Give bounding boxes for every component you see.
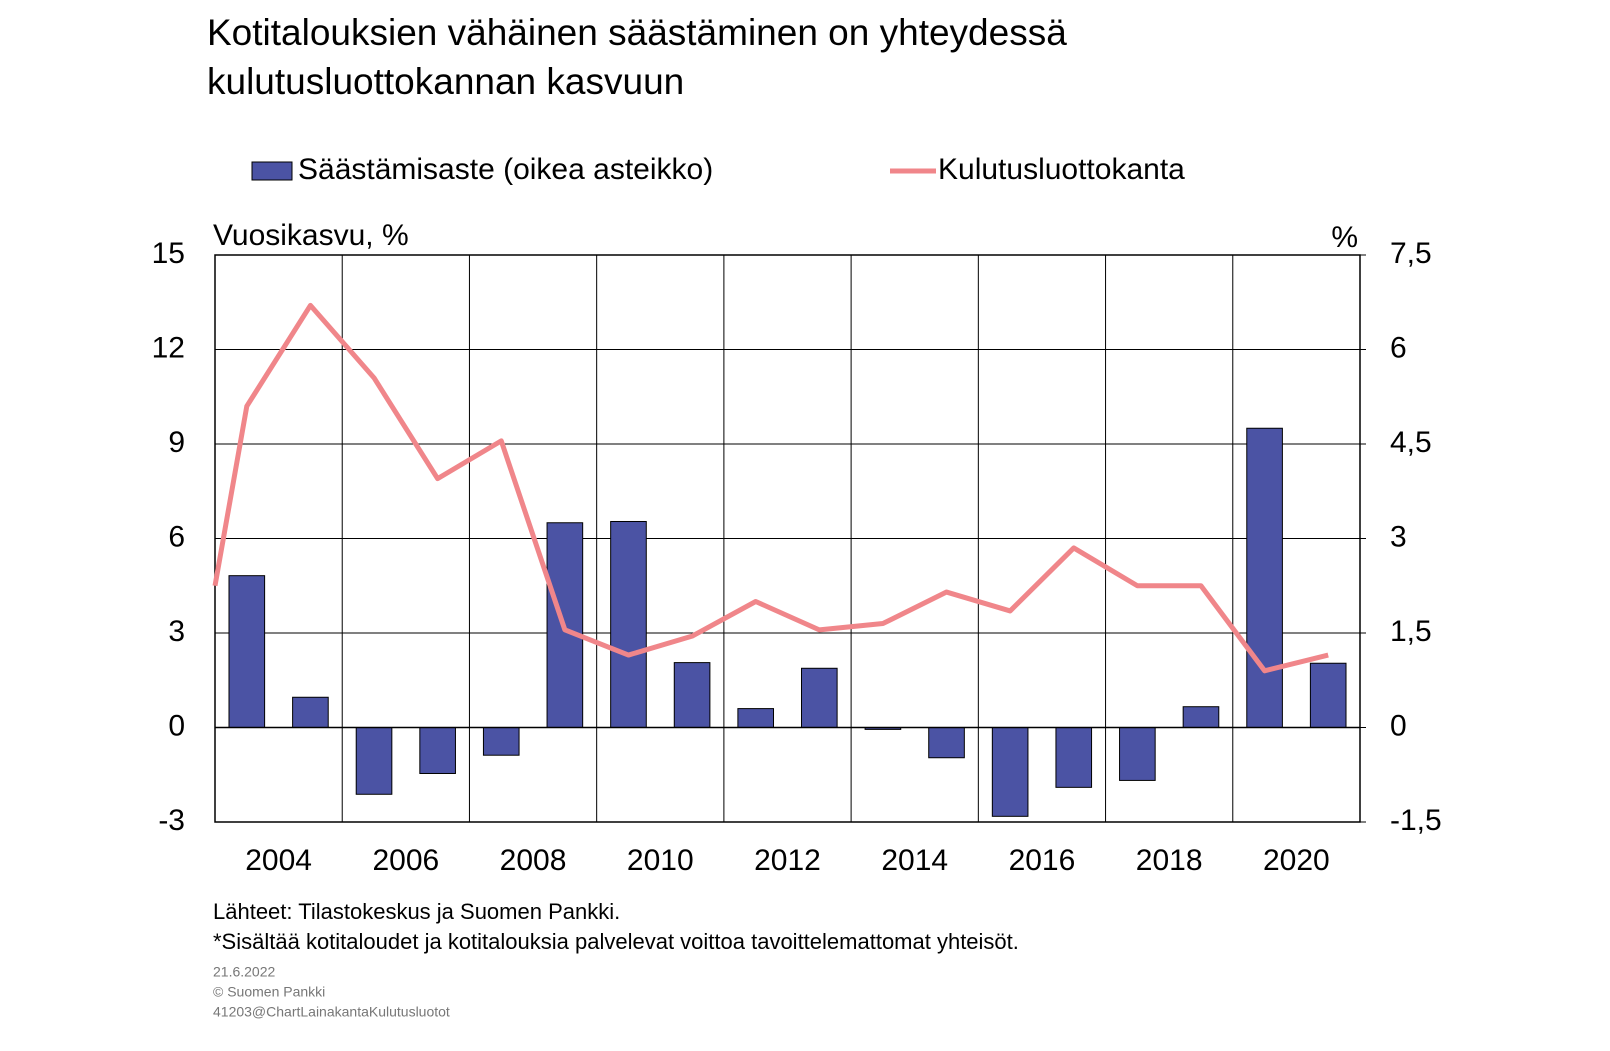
y-axis-label: Vuosikasvu, % [213, 219, 409, 252]
y-tick-label: 6 [168, 520, 185, 553]
x-tick-label: 2014 [881, 844, 948, 877]
bar [1246, 427, 1283, 728]
x-tick-label: 2016 [1009, 844, 1076, 877]
bar [1055, 727, 1093, 788]
bar [482, 727, 520, 756]
y2-tick-label: 3 [1390, 520, 1407, 553]
legend-label: Kulutusluottokanta [938, 153, 1185, 186]
chart-title: Kotitalouksien vähäinen säästäminen on y… [207, 12, 1067, 53]
bar [673, 662, 711, 728]
legend-label: Säästämisaste (oikea asteikko) [298, 153, 713, 186]
chart-title: kulutusluottokannan kasvuun [207, 61, 684, 102]
line [212, 302, 1329, 674]
y-tick-label: 15 [152, 237, 185, 270]
bar [419, 727, 456, 774]
bar [991, 727, 1029, 817]
y2-tick-label: 0 [1390, 709, 1407, 742]
y2-tick-label: 4,5 [1390, 426, 1432, 459]
bar [292, 696, 329, 729]
plot-frame [214, 254, 1361, 823]
x-tick-label: 2012 [754, 844, 821, 877]
y2-tick-label: 1,5 [1390, 615, 1432, 648]
bar [228, 575, 266, 728]
x-tick-label: 2006 [372, 844, 439, 877]
copyright: © Suomen Pankki [213, 984, 325, 1000]
x-tick-label: 2010 [627, 844, 694, 877]
note: *Sisältää kotitaloudet ja kotitalouksia … [213, 929, 1019, 954]
date: 21.6.2022 [213, 964, 275, 980]
source: Lähteet: Tilastokeskus ja Suomen Pankki. [213, 899, 620, 924]
chart-code: 41203@ChartLainakantaKulutusluotot [213, 1004, 450, 1020]
legend-swatch [251, 161, 293, 181]
x-tick-label: 2004 [245, 844, 312, 877]
bar [737, 708, 775, 728]
bar [610, 520, 647, 728]
y2-tick-label: -1,5 [1390, 804, 1442, 837]
bar [1119, 727, 1156, 781]
bar [928, 727, 965, 759]
x-tick-label: 2018 [1136, 844, 1203, 877]
bar [1182, 706, 1220, 729]
y-tick-label: -3 [158, 804, 185, 837]
bar [355, 727, 393, 795]
bar [1309, 662, 1347, 728]
y2-tick-label: 6 [1390, 331, 1407, 364]
x-tick-label: 2020 [1263, 844, 1330, 877]
bar [800, 667, 838, 729]
y2-axis-label: % [1331, 221, 1358, 254]
y-tick-label: 9 [168, 426, 185, 459]
y-tick-label: 12 [152, 331, 185, 364]
y-tick-label: 0 [168, 709, 185, 742]
y-tick-label: 3 [168, 615, 185, 648]
x-tick-label: 2008 [500, 844, 567, 877]
y2-tick-label: 7,5 [1390, 237, 1432, 270]
